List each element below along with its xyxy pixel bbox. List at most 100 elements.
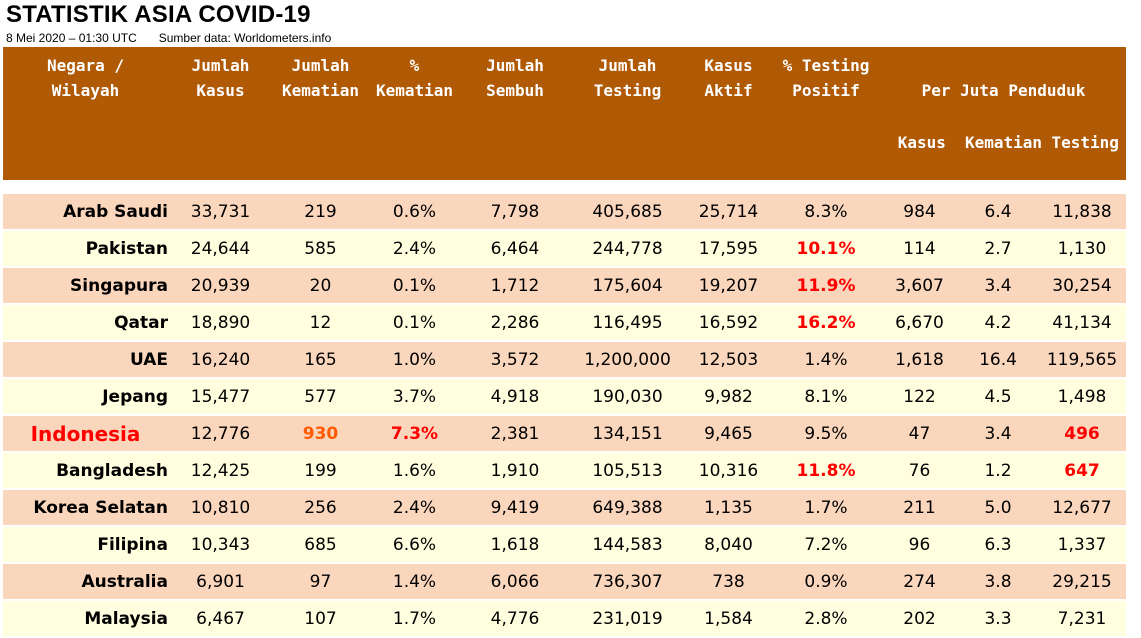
table-row: Singapura 20,939 20 0.1% 1,712 175,604 19,207 1… <box>3 268 1127 303</box>
subtitle: 8 Mei 2020 – 01:30 UTC Sumber data: World… <box>6 31 331 45</box>
cell-pm-tests: 647 <box>1038 453 1127 488</box>
col-header-deaths: Jumlah Kematian <box>273 47 368 180</box>
cell-recovered: 9,419 <box>461 490 569 525</box>
cell-deaths: 685 <box>273 527 368 562</box>
cell-pm-deaths: 3.8 <box>958 564 1038 599</box>
cell-recovered: 1,712 <box>461 268 569 303</box>
cell-deaths: 97 <box>273 564 368 599</box>
cell-name: Malaysia <box>3 601 168 636</box>
cell-pm-cases: 3,607 <box>881 268 958 303</box>
cell-death-pct: 1.0% <box>368 342 461 377</box>
cell-recovered: 1,618 <box>461 527 569 562</box>
cell-cases: 18,890 <box>168 305 273 340</box>
col-header-country: Negara / Wilayah <box>3 47 168 180</box>
col-header-recovered: Jumlah Sembuh <box>461 47 569 180</box>
cell-active: 9,465 <box>686 416 771 451</box>
cell-pm-deaths: 6.4 <box>958 194 1038 229</box>
cell-tests: 134,151 <box>569 416 686 451</box>
cell-pm-tests: 1,130 <box>1038 231 1127 266</box>
cell-recovered: 3,572 <box>461 342 569 377</box>
cell-pm-deaths: 5.0 <box>958 490 1038 525</box>
cell-cases: 10,343 <box>168 527 273 562</box>
report-date: 8 Mei 2020 – 01:30 UTC <box>6 31 137 45</box>
cell-pm-deaths: 3.4 <box>958 416 1038 451</box>
cell-pm-tests: 7,231 <box>1038 601 1127 636</box>
cell-positivity: 11.9% <box>771 268 881 303</box>
cell-pm-cases: 47 <box>881 416 958 451</box>
cell-pm-cases: 211 <box>881 490 958 525</box>
cell-death-pct: 1.4% <box>368 564 461 599</box>
cell-pm-deaths: 16.4 <box>958 342 1038 377</box>
cell-recovered: 4,776 <box>461 601 569 636</box>
cell-pm-tests: 41,134 <box>1038 305 1127 340</box>
cell-pm-cases: 114 <box>881 231 958 266</box>
cell-active: 738 <box>686 564 771 599</box>
cell-cases: 10,810 <box>168 490 273 525</box>
cell-death-pct: 7.3% <box>368 416 461 451</box>
page-title: STATISTIK ASIA COVID-19 <box>6 1 311 28</box>
cell-name: Bangladesh <box>3 453 168 488</box>
cell-recovered: 4,918 <box>461 379 569 414</box>
cell-pm-cases: 122 <box>881 379 958 414</box>
cell-deaths: 165 <box>273 342 368 377</box>
cell-pm-tests: 12,677 <box>1038 490 1127 525</box>
cell-death-pct: 0.6% <box>368 194 461 229</box>
cell-cases: 33,731 <box>168 194 273 229</box>
cell-death-pct: 2.4% <box>368 490 461 525</box>
cell-tests: 144,583 <box>569 527 686 562</box>
cell-pm-deaths: 2.7 <box>958 231 1038 266</box>
cell-recovered: 2,381 <box>461 416 569 451</box>
cell-deaths: 107 <box>273 601 368 636</box>
cell-recovered: 1,910 <box>461 453 569 488</box>
header-row: Negara / Wilayah Jumlah Kasus Jumlah Kem… <box>3 47 1127 180</box>
cell-death-pct: 2.4% <box>368 231 461 266</box>
cell-positivity: 1.7% <box>771 490 881 525</box>
cell-name: Singapura <box>3 268 168 303</box>
cell-deaths: 585 <box>273 231 368 266</box>
cell-deaths: 199 <box>273 453 368 488</box>
cell-positivity: 0.9% <box>771 564 881 599</box>
cell-pm-tests: 119,565 <box>1038 342 1127 377</box>
cell-deaths: 219 <box>273 194 368 229</box>
cell-death-pct: 3.7% <box>368 379 461 414</box>
cell-deaths: 930 <box>273 416 368 451</box>
col-header-pm-tests: Testing <box>1051 133 1119 152</box>
cell-death-pct: 0.1% <box>368 305 461 340</box>
cell-active: 17,595 <box>686 231 771 266</box>
cell-active: 16,592 <box>686 305 771 340</box>
cell-pm-tests: 1,337 <box>1038 527 1127 562</box>
cell-cases: 12,776 <box>168 416 273 451</box>
cell-tests: 1,200,000 <box>569 342 686 377</box>
cell-active: 19,207 <box>686 268 771 303</box>
cell-active: 1,584 <box>686 601 771 636</box>
cell-positivity: 1.4% <box>771 342 881 377</box>
cell-name: Korea Selatan <box>3 490 168 525</box>
table-row: Bangladesh 12,425 199 1.6% 1,910 105,513 10,31… <box>3 453 1127 488</box>
cell-positivity: 16.2% <box>771 305 881 340</box>
cell-cases: 20,939 <box>168 268 273 303</box>
cell-recovered: 7,798 <box>461 194 569 229</box>
cell-tests: 105,513 <box>569 453 686 488</box>
cell-recovered: 2,286 <box>461 305 569 340</box>
cell-tests: 736,307 <box>569 564 686 599</box>
cell-pm-cases: 274 <box>881 564 958 599</box>
table-row: Korea Selatan 10,810 256 2.4% 9,419 649,388 1,… <box>3 490 1127 525</box>
cell-death-pct: 6.6% <box>368 527 461 562</box>
cell-tests: 231,019 <box>569 601 686 636</box>
cell-positivity: 10.1% <box>771 231 881 266</box>
cell-death-pct: 1.7% <box>368 601 461 636</box>
cell-deaths: 256 <box>273 490 368 525</box>
table-row: Qatar 18,890 12 0.1% 2,286 116,495 16,592 16.2%… <box>3 305 1127 340</box>
cell-pm-tests: 30,254 <box>1038 268 1127 303</box>
cell-active: 25,714 <box>686 194 771 229</box>
col-header-positivity: % Testing Positif <box>771 47 881 180</box>
col-header-pm-deaths: Kematian <box>964 133 1043 152</box>
cell-name: Arab Saudi <box>3 194 168 229</box>
cell-positivity: 11.8% <box>771 453 881 488</box>
cell-pm-cases: 1,618 <box>881 342 958 377</box>
col-header-cases: Jumlah Kasus <box>168 47 273 180</box>
cell-deaths: 577 <box>273 379 368 414</box>
cell-tests: 175,604 <box>569 268 686 303</box>
cell-death-pct: 1.6% <box>368 453 461 488</box>
cell-cases: 12,425 <box>168 453 273 488</box>
